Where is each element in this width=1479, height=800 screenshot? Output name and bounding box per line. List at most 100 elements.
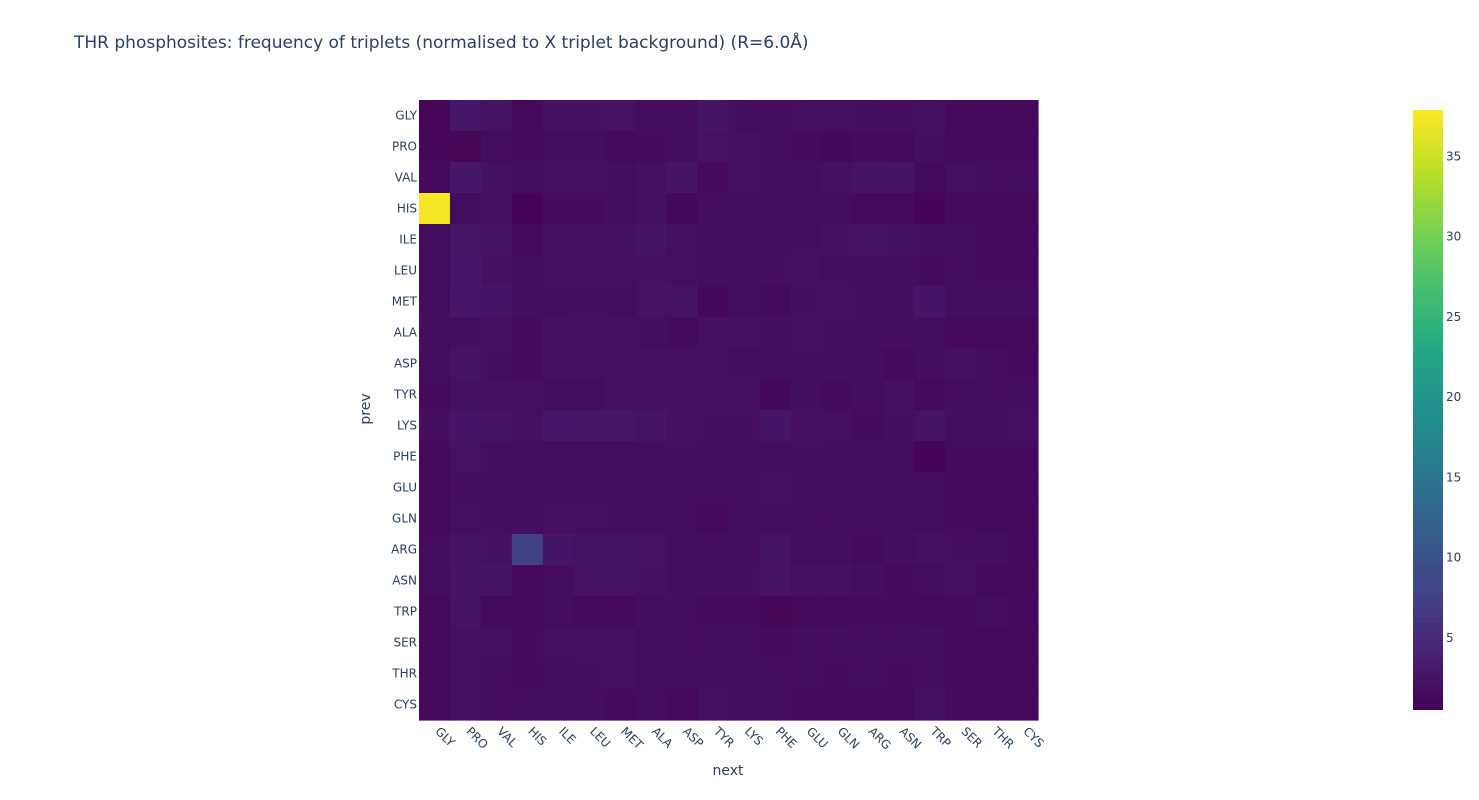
x-tick-label: GLU xyxy=(804,724,831,751)
heatmap-cell xyxy=(976,224,1008,256)
heatmap-cell xyxy=(821,224,853,256)
heatmap-cell xyxy=(759,689,791,721)
heatmap-cell xyxy=(728,410,761,442)
heatmap-cell xyxy=(573,658,606,690)
heatmap-cell xyxy=(914,100,946,132)
x-tick-label: ARG xyxy=(866,724,894,752)
heatmap-cell xyxy=(449,317,482,349)
heatmap-cell xyxy=(1007,286,1039,318)
heatmap-cell xyxy=(573,162,606,194)
heatmap-cell xyxy=(759,193,791,225)
heatmap-cell xyxy=(790,472,822,504)
heatmap-cell xyxy=(573,317,606,349)
heatmap-cell xyxy=(511,162,544,194)
heatmap-cell xyxy=(480,627,513,659)
heatmap-cell xyxy=(1007,658,1039,690)
x-tick-label: ASN xyxy=(897,724,924,751)
heatmap-cell xyxy=(480,100,513,132)
heatmap-cell xyxy=(914,441,946,473)
heatmap-cell xyxy=(1007,441,1039,473)
y-tick-label: MET xyxy=(392,295,418,309)
heatmap-cell xyxy=(666,162,699,194)
heatmap-cell xyxy=(419,503,451,535)
heatmap-cell xyxy=(790,255,822,287)
heatmap-cell xyxy=(790,162,822,194)
heatmap-cell xyxy=(480,379,513,411)
heatmap-cell xyxy=(449,627,482,659)
heatmap-cell xyxy=(790,596,822,628)
heatmap-cell xyxy=(542,348,575,380)
heatmap-cell xyxy=(666,100,699,132)
x-tick-label: LYS xyxy=(742,724,766,748)
heatmap-cell xyxy=(945,658,977,690)
x-tick-label: GLN xyxy=(835,724,863,752)
heatmap-cell xyxy=(759,565,791,597)
heatmap-cell xyxy=(790,534,822,566)
heatmap-cell xyxy=(976,689,1008,721)
heatmap-cell xyxy=(759,379,791,411)
heatmap-cell xyxy=(852,131,884,163)
heatmap-cell xyxy=(449,596,482,628)
heatmap-cell xyxy=(728,286,761,318)
heatmap-cell xyxy=(573,472,606,504)
heatmap-cell xyxy=(635,472,668,504)
heatmap-cell xyxy=(449,286,482,318)
colorbar-tick-label: 10 xyxy=(1446,551,1461,565)
heatmap-cell xyxy=(821,534,853,566)
y-tick-label: CYS xyxy=(394,698,417,712)
heatmap-cell xyxy=(790,193,822,225)
heatmap-cell xyxy=(883,534,915,566)
heatmap-cell xyxy=(573,255,606,287)
x-tick-label: VAL xyxy=(494,724,520,750)
heatmap-cell xyxy=(480,193,513,225)
heatmap-cell xyxy=(542,534,575,566)
heatmap-cell xyxy=(914,596,946,628)
heatmap-cell xyxy=(1007,534,1039,566)
heatmap-cell xyxy=(604,410,637,442)
y-tick-label: GLU xyxy=(393,481,417,495)
heatmap-cell xyxy=(790,565,822,597)
heatmap-cell xyxy=(419,193,451,225)
heatmap-cell xyxy=(604,658,637,690)
heatmap-cell xyxy=(914,565,946,597)
heatmap-cell xyxy=(419,534,451,566)
heatmap-cell xyxy=(449,441,482,473)
heatmap-cell xyxy=(666,596,699,628)
heatmap-cell xyxy=(666,348,699,380)
heatmap-cell xyxy=(1007,627,1039,659)
heatmap-cell xyxy=(697,193,730,225)
y-tick-label: LYS xyxy=(397,419,417,433)
heatmap-cell xyxy=(449,162,482,194)
heatmap-cell xyxy=(945,162,977,194)
y-tick-label: GLY xyxy=(395,109,417,123)
heatmap-cell xyxy=(542,503,575,535)
heatmap-cell xyxy=(976,441,1008,473)
heatmap-cell xyxy=(852,503,884,535)
heatmap-cell xyxy=(883,410,915,442)
heatmap-cell xyxy=(604,131,637,163)
heatmap-cell xyxy=(480,658,513,690)
heatmap-cell xyxy=(976,410,1008,442)
heatmap-cell xyxy=(419,348,451,380)
heatmap-cell xyxy=(728,689,761,721)
heatmap-cell xyxy=(821,286,853,318)
heatmap-cell xyxy=(759,503,791,535)
heatmap-cell xyxy=(697,348,730,380)
colorbar-tick-label: 25 xyxy=(1446,310,1461,324)
heatmap-cell xyxy=(883,565,915,597)
heatmap-cell xyxy=(945,627,977,659)
heatmap-cell xyxy=(666,441,699,473)
heatmap-cell xyxy=(945,255,977,287)
heatmap-cell xyxy=(914,534,946,566)
heatmap-cell xyxy=(728,193,761,225)
heatmap-cell xyxy=(790,689,822,721)
heatmap-cell xyxy=(883,379,915,411)
heatmap-cell xyxy=(728,224,761,256)
heatmap-cell xyxy=(666,503,699,535)
heatmap-cell xyxy=(480,255,513,287)
heatmap-cell xyxy=(449,534,482,566)
heatmap-cell xyxy=(945,596,977,628)
heatmap-cell xyxy=(635,441,668,473)
heatmap-cell xyxy=(790,348,822,380)
